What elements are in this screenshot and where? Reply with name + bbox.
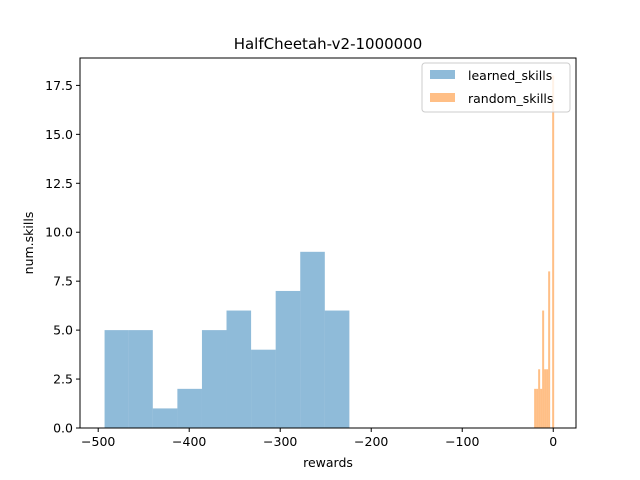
y-tick-label: 2.5	[53, 372, 73, 387]
y-axis-title: num.skills	[21, 212, 36, 275]
legend-label-random-skills: random_skills	[468, 91, 553, 106]
x-tick-label: −200	[354, 434, 388, 449]
plot-frame	[79, 57, 577, 429]
legend-swatch-random-skills	[430, 93, 455, 102]
bar-learned-skills-0	[104, 330, 129, 428]
x-tick-label: 0	[549, 434, 557, 449]
y-tick-label: 17.5	[45, 78, 73, 93]
bar-random-skills-7	[548, 271, 551, 428]
bar-learned-skills-2	[152, 408, 178, 428]
x-tick-label: −100	[445, 434, 479, 449]
y-tick-label: 10.0	[45, 225, 73, 240]
y-tick-label: 12.5	[45, 176, 73, 191]
bar-learned-skills-4	[201, 330, 227, 428]
legend-frame	[421, 62, 571, 113]
legend-swatch-learned-skills	[430, 70, 455, 79]
x-tick-label: −400	[172, 434, 206, 449]
bar-random-skills-0	[534, 388, 537, 428]
bar-random-skills-2	[538, 369, 541, 428]
x-tick-label: −300	[263, 434, 297, 449]
bar-random-skills-3	[540, 388, 543, 428]
bar-learned-skills-9	[324, 310, 350, 428]
bar-learned-skills-8	[300, 251, 325, 428]
x-axis-title: rewards	[303, 455, 353, 470]
y-tick-label: 0.0	[53, 421, 73, 436]
bar-random-skills-4	[542, 310, 545, 428]
y-tick-label: 7.5	[53, 274, 73, 289]
legend: learned_skills random_skills	[421, 62, 571, 113]
y-tick-label: 5.0	[53, 323, 73, 338]
x-axis-ticks: −500 −400 −300 −200 −100 0	[81, 428, 557, 449]
bar-learned-skills-1	[128, 330, 153, 428]
bars-layer	[104, 75, 555, 429]
y-axis-ticks: 0.0 2.5 5.0 7.5 10.0 12.5 15.0 17.5	[45, 78, 80, 436]
bar-learned-skills-7	[275, 290, 301, 428]
chart-title: HalfCheetah-v2-1000000	[234, 35, 423, 53]
y-tick-label: 15.0	[45, 127, 73, 142]
x-tick-label: −500	[81, 434, 115, 449]
bar-random-skills-1	[536, 388, 539, 428]
bar-random-skills-9	[552, 75, 555, 429]
legend-label-learned-skills: learned_skills	[468, 68, 552, 83]
bar-random-skills-5	[544, 369, 547, 428]
bar-learned-skills-3	[177, 388, 202, 428]
bar-learned-skills-5	[226, 310, 252, 428]
bar-learned-skills-6	[251, 349, 276, 428]
bar-random-skills-6	[546, 369, 549, 428]
